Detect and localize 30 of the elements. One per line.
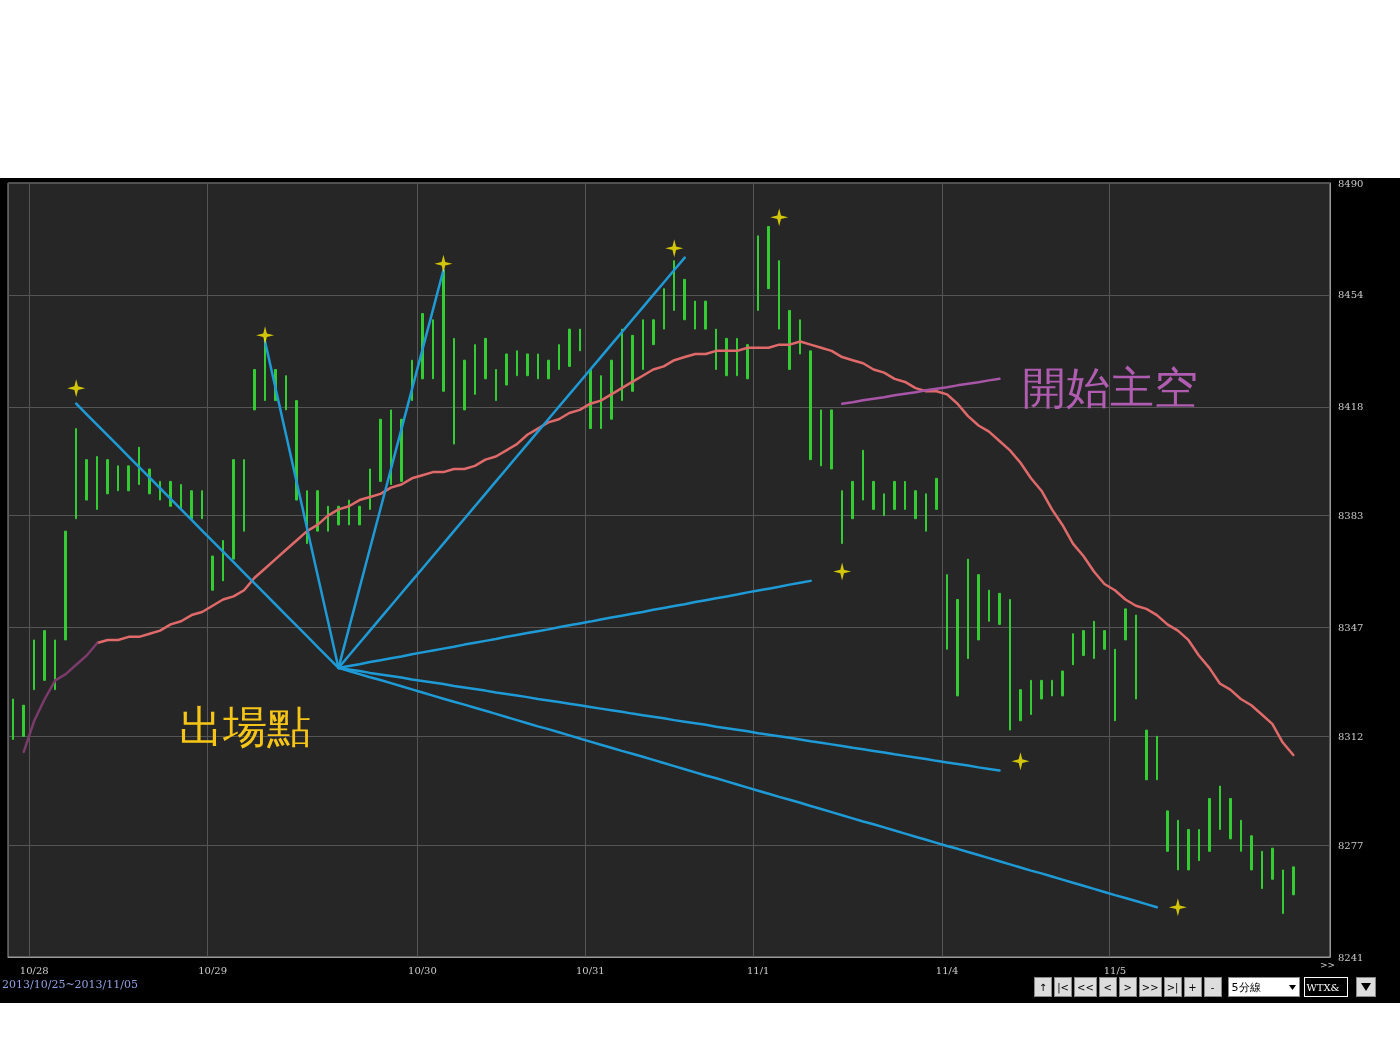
x-tick-label: 11/1 [746, 964, 770, 976]
y-tick-label: 8418 [1338, 401, 1364, 413]
x-tick-label: 11/4 [935, 964, 959, 976]
y-tick-label: 8277 [1338, 839, 1364, 851]
y-tick-label: 8383 [1338, 510, 1364, 522]
text: |< [1054, 977, 1072, 997]
text: - [1203, 977, 1222, 997]
annotation: 出場點 [179, 699, 311, 754]
text: >> [1320, 960, 1336, 970]
x-tick-label: 10/30 [408, 964, 437, 976]
text: << [1074, 977, 1097, 997]
x-tick-label: 10/31 [575, 964, 605, 976]
text: > [1118, 977, 1137, 997]
text: >> [1138, 977, 1162, 997]
x-tick-label: 10/28 [19, 964, 49, 976]
x-tick-label: 10/29 [198, 964, 228, 976]
y-tick-label: 8454 [1338, 289, 1364, 301]
x-tick-label: 11/5 [1103, 964, 1127, 976]
y-tick-label: 8312 [1338, 730, 1364, 742]
interval-dropdown: 5分線 [1227, 977, 1300, 997]
text: 2013/10/25~2013/11/05 [2, 978, 139, 991]
text: WTX& [1303, 977, 1348, 997]
y-tick-label: 8490 [1338, 177, 1364, 189]
text: >| [1163, 977, 1182, 997]
y-tick-label: 8241 [1338, 951, 1364, 963]
text: < [1098, 977, 1117, 997]
text: ↑ [1034, 977, 1052, 997]
y-tick-label: 8347 [1338, 622, 1364, 634]
annotation: 開始主空 [1022, 360, 1198, 415]
text: + [1183, 977, 1202, 997]
